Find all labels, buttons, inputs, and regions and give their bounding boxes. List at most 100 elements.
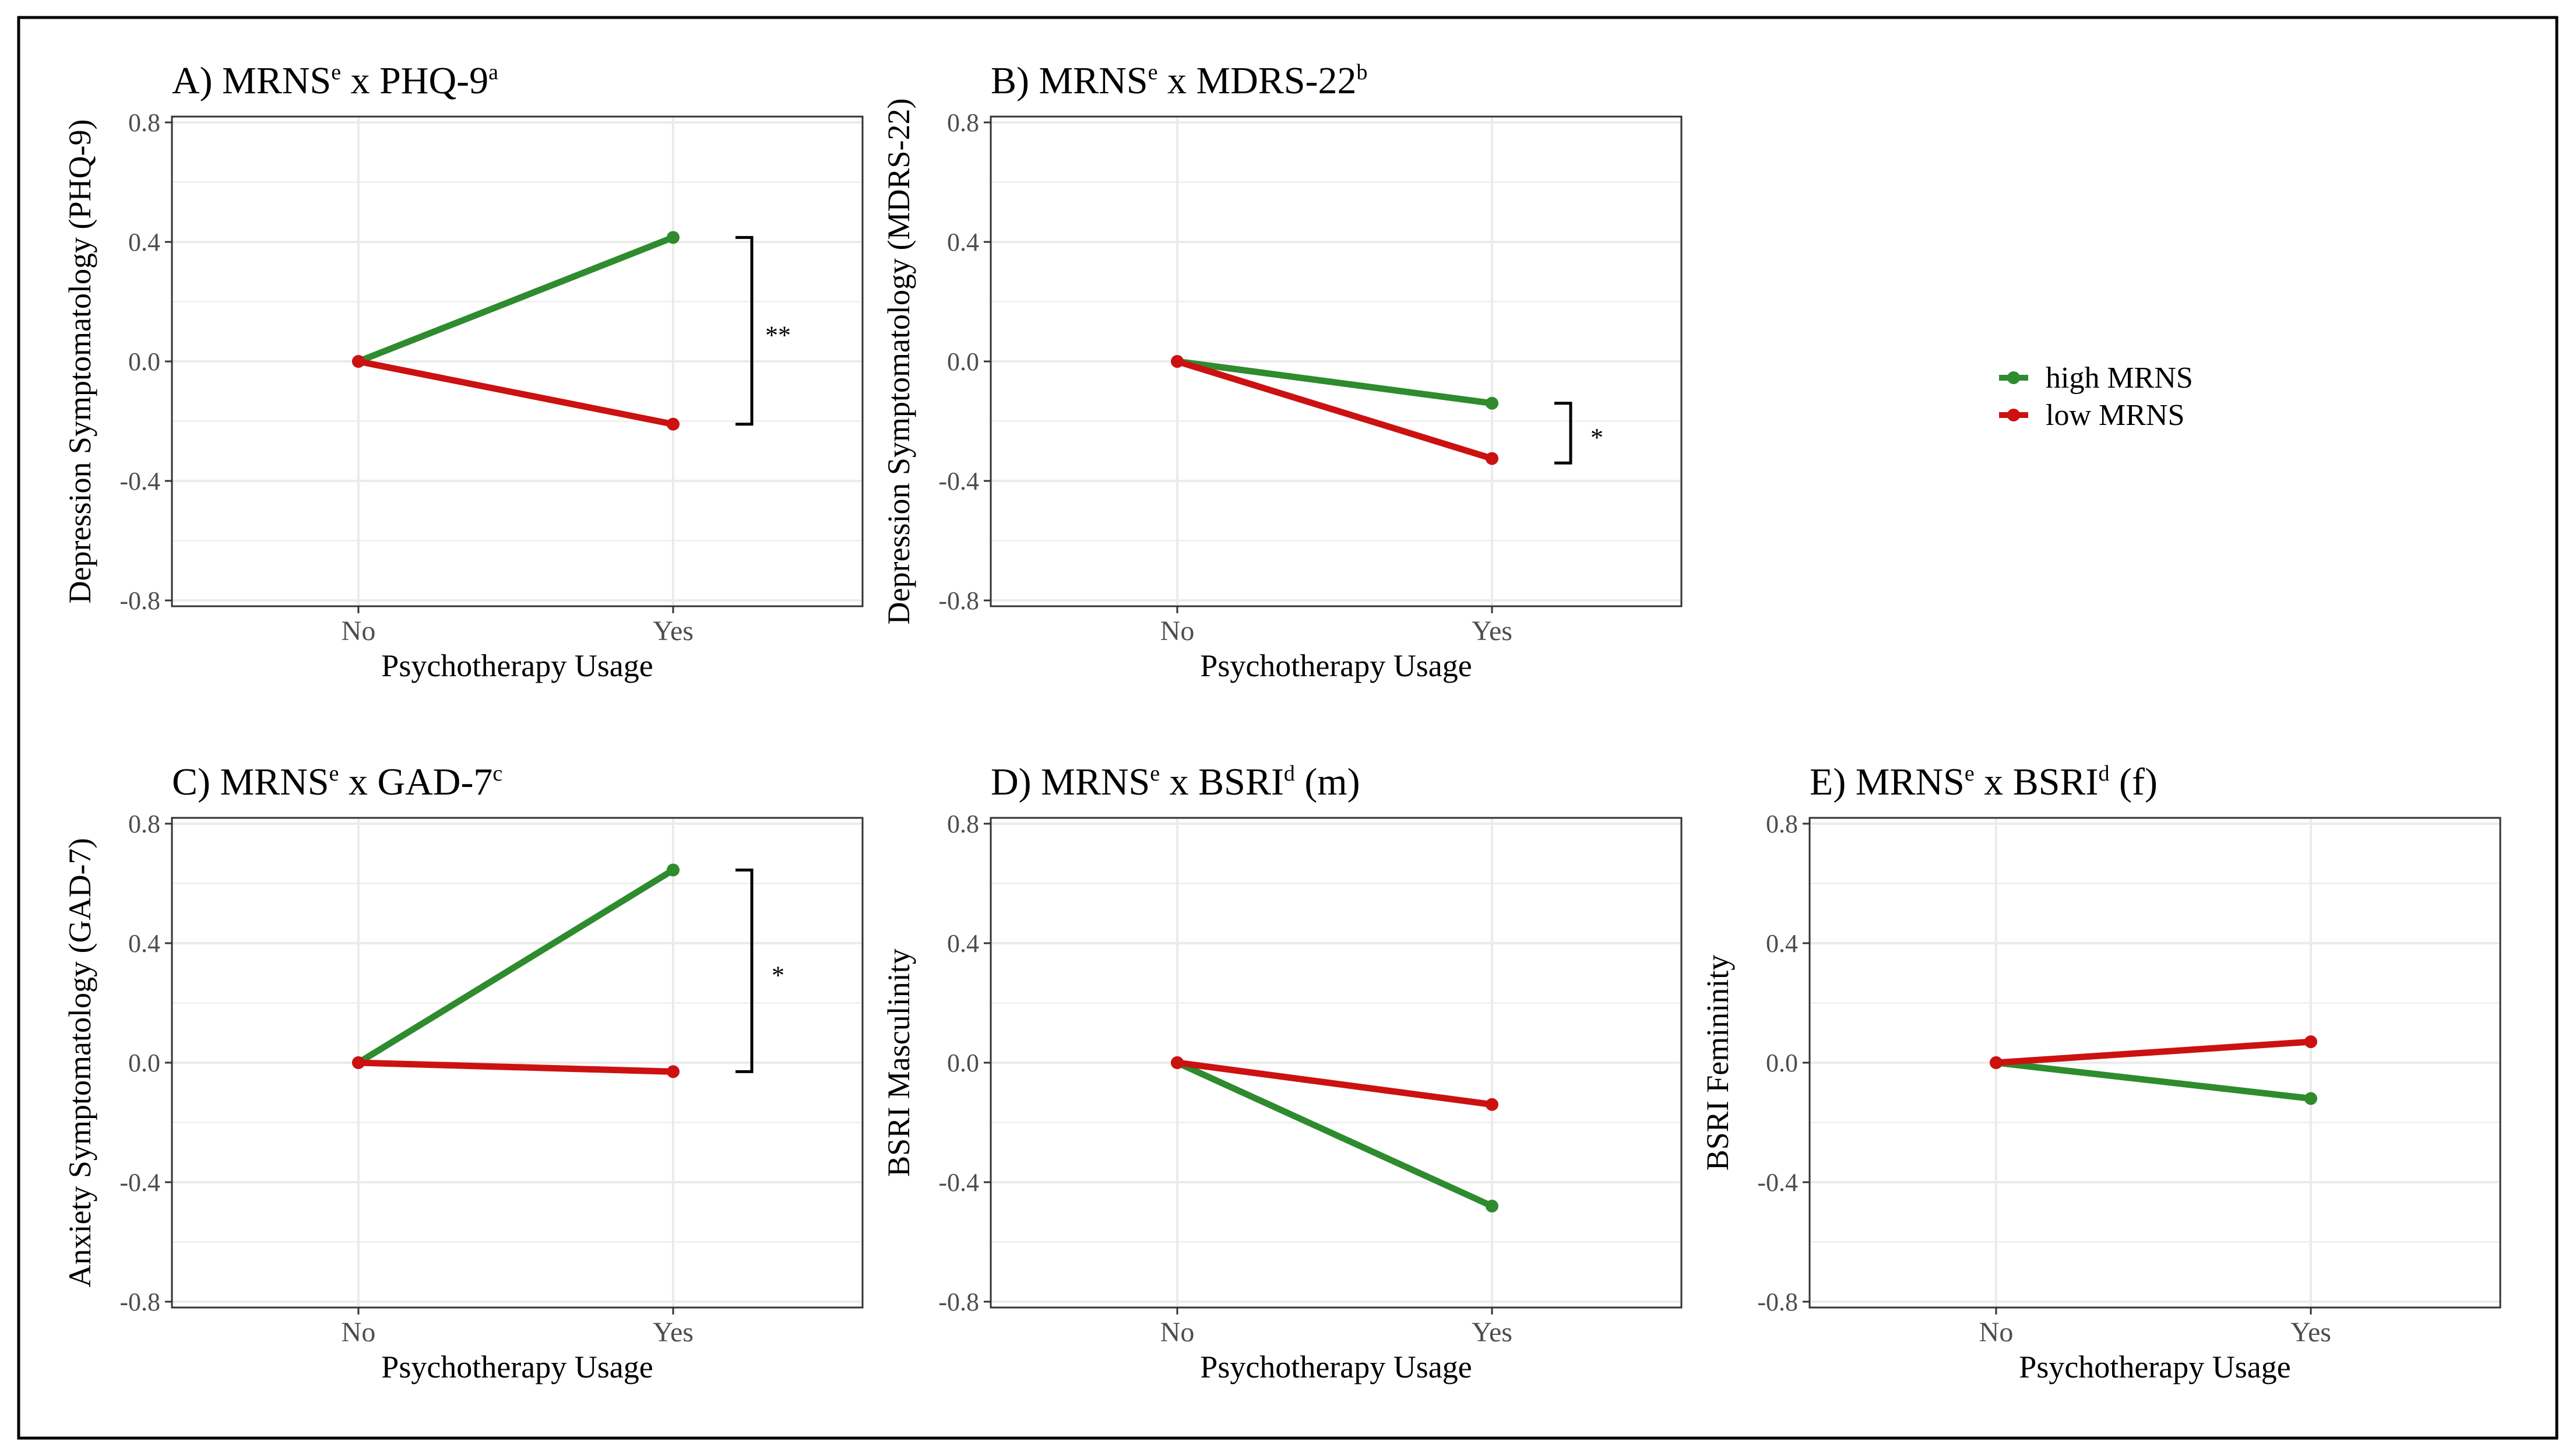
legend-item-high-mrns: high MRNS <box>1999 361 2193 395</box>
series-low-mrns <box>1171 355 1498 465</box>
panel-title: E) MRNSe x BSRId (f) <box>1810 761 2158 803</box>
legend: high MRNS low MRNS <box>1999 361 2193 432</box>
figure-border <box>17 16 2559 1440</box>
x-tick-label: Yes <box>1472 1317 1512 1348</box>
title-mid: x PHQ-9 <box>341 59 488 102</box>
series-line <box>355 866 677 1066</box>
x-tick-label: Yes <box>2290 1317 2331 1348</box>
panel-title: A) MRNSe x PHQ-9a <box>172 59 498 102</box>
data-point <box>667 1065 680 1078</box>
legend-label: high MRNS <box>2046 361 2193 395</box>
data-point <box>2304 1035 2317 1049</box>
data-point <box>1486 1200 1498 1212</box>
y-tick-label: 0.8 <box>947 108 979 137</box>
y-axis-label: Anxiety Symptomatology (GAD-7) <box>62 838 97 1288</box>
legend-swatch-point <box>2007 409 2020 421</box>
legend-label: low MRNS <box>2046 399 2184 432</box>
grid <box>172 818 863 1308</box>
y-tick-label: 0.8 <box>1766 810 1798 838</box>
significance-bracket: ** <box>736 236 791 426</box>
x-tick-label: No <box>1160 1317 1195 1348</box>
y-tick-label: -0.4 <box>119 1168 160 1197</box>
title-superscript-1: e <box>1150 761 1160 786</box>
legend-item-low-mrns: low MRNS <box>1999 399 2184 432</box>
y-axis-label: Depression Symptomatology (PHQ-9) <box>62 120 97 604</box>
x-tick-label: No <box>1979 1317 2014 1348</box>
data-point <box>1171 355 1184 368</box>
series-low-mrns <box>352 1056 680 1078</box>
significance-label: * <box>772 961 784 989</box>
title-superscript-2: b <box>1357 60 1368 85</box>
y-tick-label: 0.0 <box>128 347 160 376</box>
y-tick-label: -0.4 <box>119 467 160 495</box>
y-tick-label: 0.0 <box>947 347 979 376</box>
y-tick-label: -0.4 <box>938 1168 979 1197</box>
x-tick-label: No <box>342 616 376 646</box>
panel-title: B) MRNSe x MDRS-22b <box>991 59 1368 102</box>
data-point <box>1486 1098 1498 1111</box>
x-tick-label: Yes <box>653 616 694 646</box>
title-superscript-1: e <box>1148 60 1158 85</box>
title-main: D) MRNS <box>991 761 1150 803</box>
title-superscript-1: e <box>331 60 341 85</box>
data-point <box>2304 1092 2317 1105</box>
title-main: B) MRNS <box>991 59 1148 102</box>
title-mid: x GAD-7 <box>339 761 492 803</box>
bracket-line <box>1554 402 1572 465</box>
title-superscript-1: e <box>1965 761 1975 786</box>
data-point <box>667 863 680 877</box>
y-tick-label: 0.4 <box>1766 929 1798 958</box>
data-point <box>352 355 365 368</box>
panel-title: C) MRNSe x GAD-7c <box>172 761 502 803</box>
title-main: E) MRNS <box>1810 761 1965 803</box>
y-tick-label: 0.4 <box>947 929 979 958</box>
x-axis-label: Psychotherapy Usage <box>2019 1349 2290 1384</box>
title-mid: x BSRI <box>1975 761 2099 803</box>
series-line <box>1174 358 1495 462</box>
y-tick-label: 0.4 <box>128 929 160 958</box>
x-tick-label: Yes <box>653 1317 694 1348</box>
title-superscript-1: e <box>329 761 339 786</box>
x-axis-label: Psychotherapy Usage <box>381 1349 653 1384</box>
series-line <box>355 358 677 428</box>
y-tick-label: 0.0 <box>947 1049 979 1077</box>
y-tick-label: -0.8 <box>1757 1288 1798 1316</box>
grid <box>1810 818 2500 1308</box>
series-line <box>1174 1059 1495 1108</box>
title-superscript-2: d <box>1284 761 1295 786</box>
y-tick-label: -0.4 <box>1757 1168 1798 1197</box>
significance-bracket: * <box>1554 402 1603 465</box>
y-tick-label: -0.8 <box>938 1288 979 1316</box>
y-tick-label: 0.4 <box>128 228 160 256</box>
title-tail: (m) <box>1295 761 1360 803</box>
title-superscript-2: c <box>492 761 502 786</box>
y-tick-label: 0.0 <box>128 1049 160 1077</box>
title-mid: x MDRS-22 <box>1157 59 1356 102</box>
x-tick-label: No <box>342 1317 376 1348</box>
y-tick-label: -0.8 <box>119 586 160 615</box>
title-main: A) MRNS <box>172 59 331 102</box>
x-axis-label: Psychotherapy Usage <box>1200 648 1472 683</box>
y-tick-label: -0.4 <box>938 467 979 495</box>
data-point <box>352 1056 365 1069</box>
data-point <box>1990 1056 2003 1069</box>
significance-label: * <box>1590 423 1603 452</box>
series-line <box>1174 358 1495 407</box>
y-tick-label: 0.4 <box>947 228 979 256</box>
significance-bracket: * <box>736 868 784 1073</box>
y-tick-label: 0.8 <box>128 108 160 137</box>
series-line <box>1174 1059 1495 1210</box>
title-tail: (f) <box>2109 761 2157 803</box>
series-line <box>355 1059 677 1075</box>
data-point <box>1486 452 1498 465</box>
y-axis-label: BSRI Masculinity <box>881 948 916 1177</box>
x-tick-label: Yes <box>1472 616 1512 646</box>
y-axis-label: Depression Symptomatology (MDRS-22) <box>881 99 916 625</box>
series-low-mrns <box>1990 1035 2317 1069</box>
bracket-line <box>736 236 754 426</box>
y-tick-label: 0.8 <box>947 810 979 838</box>
